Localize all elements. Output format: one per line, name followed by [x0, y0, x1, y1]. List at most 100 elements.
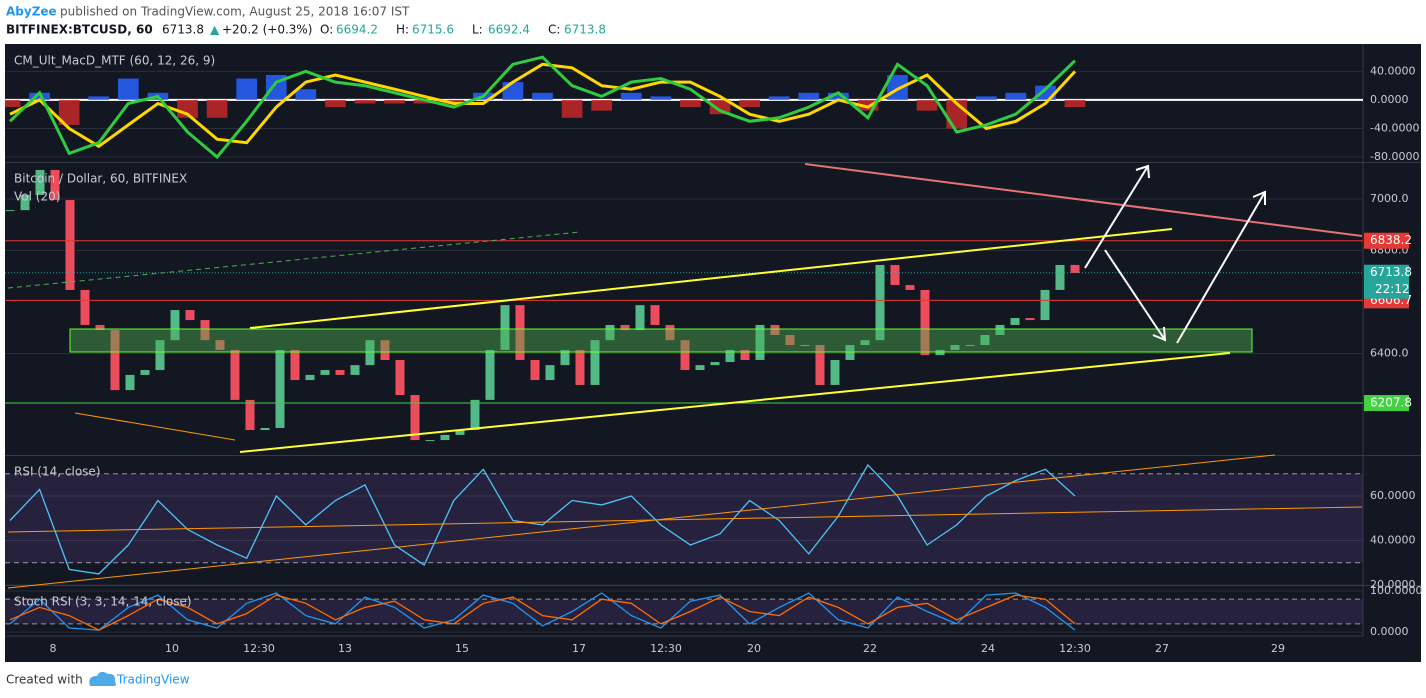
candle — [755, 324, 765, 360]
rsi-trend-line[interactable] — [7, 506, 1363, 533]
arrow[interactable] — [1176, 190, 1266, 344]
candle — [650, 305, 660, 325]
histogram-bar — [827, 92, 849, 100]
histogram-bar — [1005, 92, 1027, 100]
candle — [260, 427, 270, 431]
candle — [155, 340, 165, 371]
histogram-bar — [5, 99, 21, 108]
candle — [605, 324, 615, 341]
histogram-bar — [620, 92, 642, 100]
level-label: 6838.2 — [1370, 233, 1412, 247]
histogram-bar — [502, 82, 524, 100]
logo[interactable] — [89, 671, 117, 686]
candle — [455, 430, 465, 435]
footer: Created with TradingView — [6, 671, 190, 687]
support-zone[interactable] — [69, 328, 1253, 353]
footer-text: Created with — [6, 673, 83, 687]
arrows — [1084, 164, 1266, 344]
ohlc-value: 6713.8 — [564, 23, 606, 37]
candle — [575, 349, 585, 385]
series-line — [9, 62, 1077, 149]
candle — [320, 370, 330, 375]
candle — [95, 324, 105, 331]
candle — [770, 324, 780, 336]
candle — [440, 434, 450, 441]
footer-brand[interactable]: TradingView — [116, 673, 190, 687]
histogram-bar — [443, 99, 465, 104]
candle — [395, 359, 405, 396]
symbol: BITFINEX:BTCUSD, 60 — [6, 23, 153, 37]
x-tick-label: 12:30 — [650, 642, 682, 655]
x-tick-label: 22 — [863, 642, 877, 655]
y-tick-label: 40.0000 — [1370, 534, 1416, 547]
candle — [1010, 318, 1020, 325]
rsi-trend-line[interactable] — [7, 454, 1276, 589]
series-line — [8, 55, 1077, 160]
x-tick-label: 17 — [572, 642, 586, 655]
histogram-bar — [384, 99, 405, 104]
histogram-bar — [325, 99, 346, 108]
trend-line[interactable] — [74, 412, 236, 441]
candle — [1025, 318, 1035, 321]
histogram-bar — [295, 89, 317, 100]
candle — [230, 349, 240, 400]
histogram-bar — [532, 92, 553, 100]
candle — [920, 289, 930, 356]
candle — [200, 320, 210, 341]
candle — [1040, 289, 1050, 321]
histogram-bar — [768, 96, 790, 100]
last-tag — [1364, 264, 1409, 299]
band-fill — [5, 599, 1363, 624]
ohlc-label: H: — [396, 23, 409, 37]
candle — [500, 305, 510, 350]
ohlc-value: 6715.6 — [412, 23, 454, 37]
candle — [995, 324, 1005, 336]
x-tick-label: 13 — [338, 642, 352, 655]
arrow[interactable] — [1104, 249, 1167, 342]
pane-subtitle: Vol (20) — [14, 190, 60, 204]
channel-bottom[interactable] — [239, 352, 1231, 453]
symbol-line: BITFINEX:BTCUSD, 60 6713.8 ▲ +20.2 (+0.3… — [6, 23, 606, 37]
candle — [365, 340, 375, 366]
candle — [875, 264, 885, 341]
candle — [545, 365, 555, 381]
x-tick-label: 10 — [165, 642, 179, 655]
resistance-line[interactable] — [804, 163, 1363, 237]
ohlc-label: L: — [472, 23, 483, 37]
published: published on TradingView.com, August 25,… — [60, 5, 410, 19]
pane-title: Stoch RSI (3, 3, 14, 14, close) — [14, 595, 192, 609]
channel-top[interactable] — [249, 228, 1173, 329]
histogram-bar — [206, 99, 228, 118]
candle — [80, 289, 90, 325]
candle — [110, 330, 120, 391]
y-tick-label: 20.0000 — [1370, 578, 1416, 591]
candle — [245, 399, 255, 431]
candle — [140, 370, 150, 375]
candle — [380, 340, 390, 360]
candle — [515, 305, 525, 360]
histogram-bar — [561, 99, 583, 118]
candle — [950, 345, 960, 350]
candle — [290, 349, 300, 381]
x-tick-label: 27 — [1155, 642, 1169, 655]
ohlc-value: 6694.2 — [336, 23, 378, 37]
arrow[interactable] — [1084, 164, 1150, 269]
histogram-bar — [916, 99, 938, 111]
histogram-bar — [29, 92, 50, 100]
series-line — [9, 592, 1076, 631]
axes: 40.0000 0.0000 -40.0000 -80.0000 CM_Ult_MacD… — [14, 54, 1423, 656]
histogram-bar — [88, 96, 110, 100]
candle — [665, 324, 675, 341]
pane — [5, 169, 1363, 442]
candle — [740, 349, 750, 360]
trend-line[interactable] — [7, 231, 581, 289]
chart-background — [5, 44, 1421, 662]
x-tick-label: 12:30 — [1059, 642, 1091, 655]
pane — [5, 590, 1363, 633]
candle — [710, 362, 720, 366]
histogram-bar — [857, 99, 879, 111]
candle — [890, 264, 900, 286]
pane-title: CM_Ult_MacD_MTF (60, 12, 26, 9) — [14, 54, 215, 68]
author[interactable]: AbyZee — [6, 5, 57, 19]
